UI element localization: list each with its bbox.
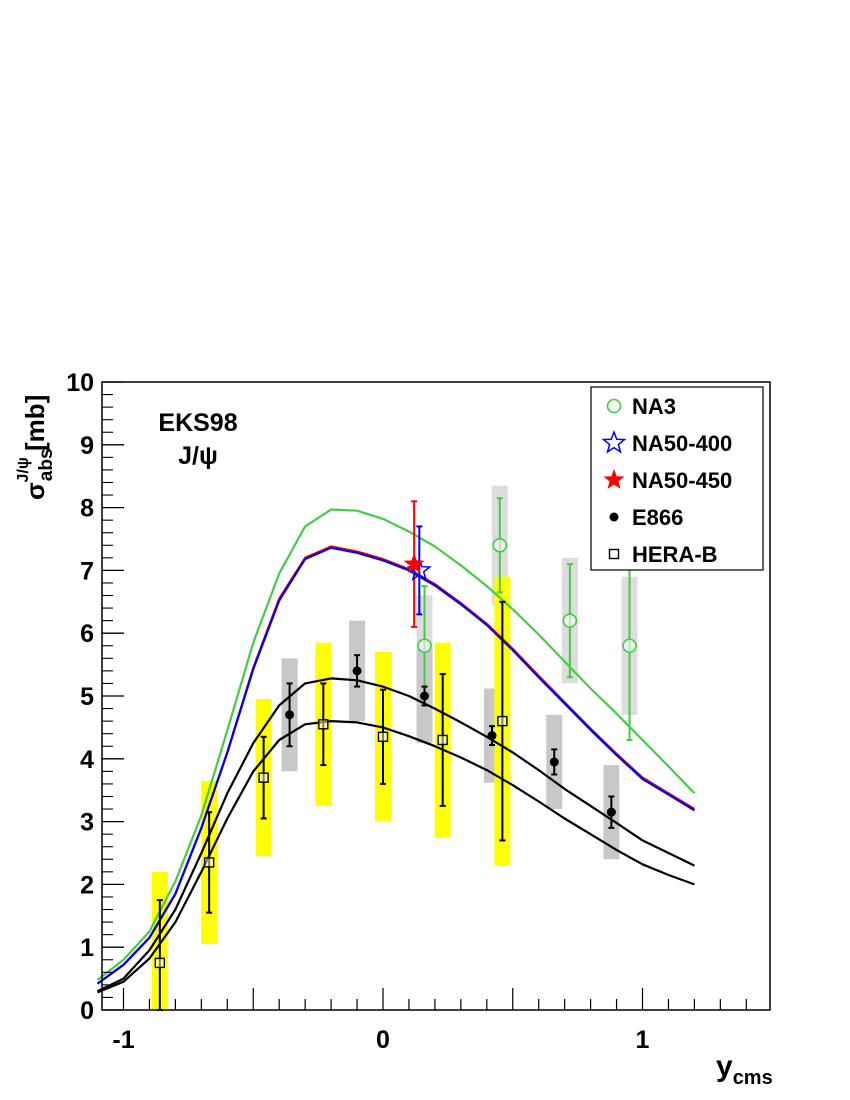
legend-label: HERA-B bbox=[632, 542, 718, 567]
x-tick-label: 1 bbox=[636, 1026, 650, 1054]
data-point-na3 bbox=[417, 638, 432, 654]
y-tick-label: 4 bbox=[80, 746, 94, 774]
legend-label: NA50-450 bbox=[632, 468, 732, 493]
data-point-e866 bbox=[420, 691, 430, 701]
y-tick-label: 2 bbox=[80, 871, 94, 899]
model-curves bbox=[96, 508, 696, 994]
legend-label: NA3 bbox=[632, 394, 676, 419]
data-point-hera-b bbox=[154, 957, 166, 969]
y-axis-title-main: σ bbox=[20, 482, 50, 500]
axis-ticks: 0 1 2 3 4 5 6 7 8 9 10 -1 0 1 bbox=[66, 369, 747, 1054]
y-tick-label: 6 bbox=[80, 620, 94, 648]
x-tick-label: -1 bbox=[112, 1026, 134, 1054]
data-point-hera-b bbox=[377, 731, 389, 743]
legend-label: E866 bbox=[632, 505, 683, 530]
data-point-hera-b bbox=[497, 715, 508, 727]
legend: NA3 NA50-400 NA50-450 E866 HERA-B bbox=[590, 386, 764, 571]
model-curve-5 bbox=[97, 719, 695, 994]
data-point-na3 bbox=[622, 638, 637, 654]
data-point-na50-450 bbox=[403, 553, 425, 573]
annotation: EKS98 J/ψ bbox=[158, 409, 237, 470]
data-point-e866 bbox=[285, 710, 295, 720]
legend-marker-na50-400 bbox=[601, 429, 627, 454]
legend-marker-hera-b bbox=[608, 548, 620, 560]
svg-text:ycms: ycms bbox=[716, 1050, 773, 1089]
y-tick-label: 7 bbox=[80, 557, 94, 585]
data-point-e866 bbox=[549, 757, 559, 767]
data-point-e866 bbox=[352, 666, 362, 676]
data-point-e866 bbox=[487, 731, 497, 741]
data-markers bbox=[154, 537, 637, 969]
data-point-hera-b bbox=[318, 719, 329, 730]
legend-entries: NA3 NA50-400 NA50-450 E866 HERA-B bbox=[601, 394, 732, 567]
legend-marker-na50-450 bbox=[603, 469, 625, 489]
y-tick-label: 1 bbox=[80, 934, 94, 962]
data-point-hera-b bbox=[258, 772, 269, 783]
x-axis-title-main: y bbox=[716, 1050, 733, 1083]
x-axis-title-sub: cms bbox=[733, 1067, 773, 1089]
data-point-hera-b bbox=[437, 734, 448, 746]
annotation-line-2: J/ψ bbox=[178, 442, 218, 470]
annotation-line-1: EKS98 bbox=[158, 409, 237, 437]
svg-text:σabsJ/ψ[mb]: σabsJ/ψ [mb] bbox=[15, 395, 57, 500]
legend-label: NA50-400 bbox=[632, 431, 732, 456]
data-point-na3 bbox=[562, 613, 578, 628]
y-tick-label: 0 bbox=[80, 997, 94, 1025]
model-curve-3 bbox=[96, 546, 695, 985]
y-axis-title-sup: J/ψ bbox=[15, 457, 32, 482]
model-curve-4 bbox=[97, 677, 695, 993]
y-tick-label: 9 bbox=[80, 432, 94, 460]
y-axis-title-sub: abs bbox=[36, 448, 57, 481]
y-axis-title: σabsJ/ψ [mb] bbox=[15, 395, 57, 500]
y-axis-title-unit: [mb] bbox=[20, 395, 50, 451]
x-tick-label: 0 bbox=[376, 1026, 390, 1054]
data-point-na3 bbox=[492, 537, 508, 553]
legend-marker-e866 bbox=[609, 512, 619, 522]
y-tick-label: 3 bbox=[80, 809, 94, 837]
data-point-e866 bbox=[606, 807, 616, 817]
y-tick-label: 10 bbox=[66, 369, 94, 397]
y-tick-label: 5 bbox=[80, 683, 94, 711]
data-point-hera-b bbox=[203, 857, 215, 868]
x-axis-title: ycms bbox=[716, 1050, 773, 1089]
y-tick-label: 8 bbox=[80, 495, 94, 523]
legend-marker-na3 bbox=[606, 398, 622, 414]
model-curve-2 bbox=[96, 545, 695, 985]
model-curve-1 bbox=[96, 508, 696, 981]
